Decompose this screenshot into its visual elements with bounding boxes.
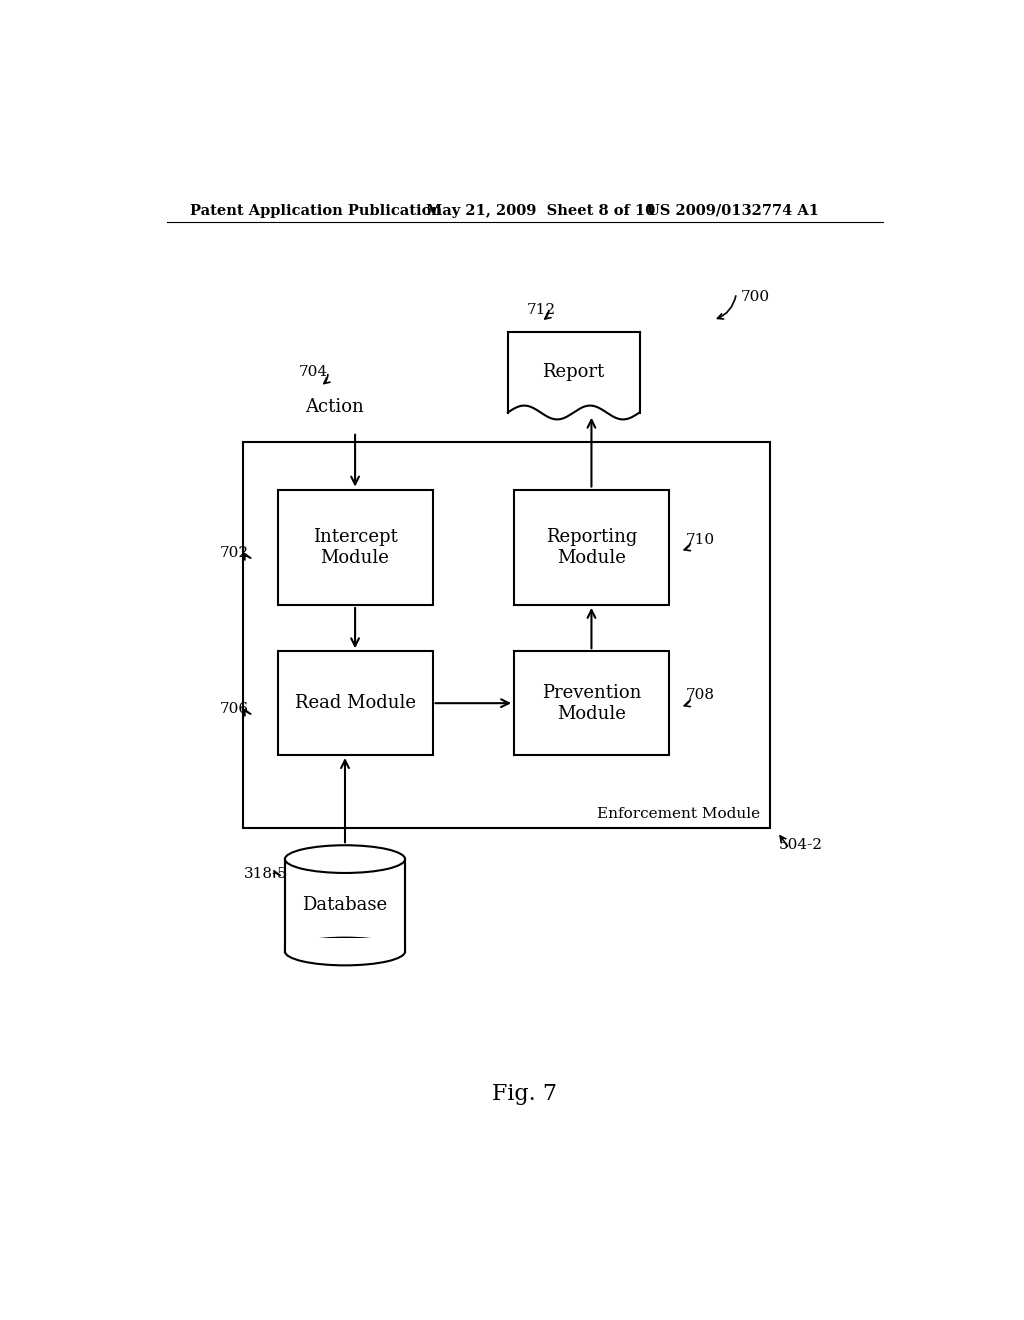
Text: US 2009/0132774 A1: US 2009/0132774 A1 bbox=[647, 203, 819, 218]
Text: 710: 710 bbox=[686, 532, 715, 546]
Bar bbox=[243, 442, 770, 829]
Text: May 21, 2009  Sheet 8 of 10: May 21, 2009 Sheet 8 of 10 bbox=[426, 203, 655, 218]
Text: 704: 704 bbox=[299, 366, 328, 379]
Text: Action: Action bbox=[305, 399, 365, 416]
Text: 706: 706 bbox=[219, 702, 249, 717]
Ellipse shape bbox=[285, 845, 406, 873]
Text: Enforcement Module: Enforcement Module bbox=[597, 808, 761, 821]
Text: 504-2: 504-2 bbox=[779, 838, 823, 853]
Text: Patent Application Publication: Patent Application Publication bbox=[190, 203, 442, 218]
Text: Reporting
Module: Reporting Module bbox=[546, 528, 637, 566]
Text: Report: Report bbox=[543, 363, 605, 381]
Text: 318-5: 318-5 bbox=[245, 867, 288, 882]
Text: 700: 700 bbox=[740, 290, 769, 304]
Text: 702: 702 bbox=[219, 546, 249, 561]
Ellipse shape bbox=[285, 937, 406, 965]
Bar bbox=[278, 651, 432, 755]
Bar bbox=[285, 937, 406, 952]
Bar bbox=[514, 651, 669, 755]
Text: Intercept
Module: Intercept Module bbox=[312, 528, 397, 566]
Text: Database: Database bbox=[302, 896, 387, 915]
Bar bbox=[278, 490, 432, 605]
Text: 708: 708 bbox=[686, 689, 715, 702]
Text: Prevention
Module: Prevention Module bbox=[542, 684, 641, 722]
Text: Read Module: Read Module bbox=[295, 694, 416, 713]
Text: 712: 712 bbox=[527, 304, 556, 317]
Bar bbox=[514, 490, 669, 605]
Text: Fig. 7: Fig. 7 bbox=[493, 1082, 557, 1105]
